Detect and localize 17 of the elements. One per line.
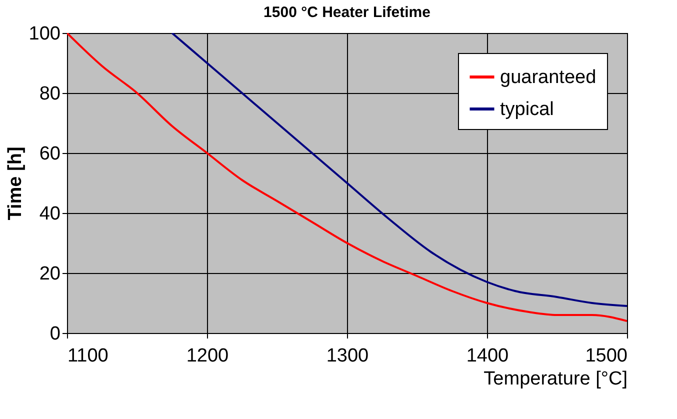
x-axis-title: Temperature [°C] bbox=[484, 368, 628, 390]
x-tick-label: 1100 bbox=[68, 346, 108, 366]
x-tick-label: 1300 bbox=[326, 346, 369, 366]
legend-label: typical bbox=[500, 99, 554, 120]
y-tick-label: 100 bbox=[28, 24, 60, 44]
chart-title: 1500 °C Heater Lifetime bbox=[264, 4, 430, 21]
y-tick-label: 40 bbox=[39, 204, 60, 224]
x-tick-label: 1200 bbox=[186, 346, 229, 366]
y-tick-label: 60 bbox=[39, 144, 60, 164]
y-tick-label: 20 bbox=[39, 264, 60, 284]
y-tick-label: 0 bbox=[50, 324, 60, 344]
line-series bbox=[171, 33, 627, 307]
x-tick-label: 1400 bbox=[466, 346, 509, 366]
y-tick-label: 80 bbox=[39, 84, 60, 104]
x-tick-label: 1500 bbox=[585, 346, 628, 366]
y-axis-title: Time [h] bbox=[4, 146, 26, 220]
legend-label: guaranteed bbox=[500, 67, 596, 88]
